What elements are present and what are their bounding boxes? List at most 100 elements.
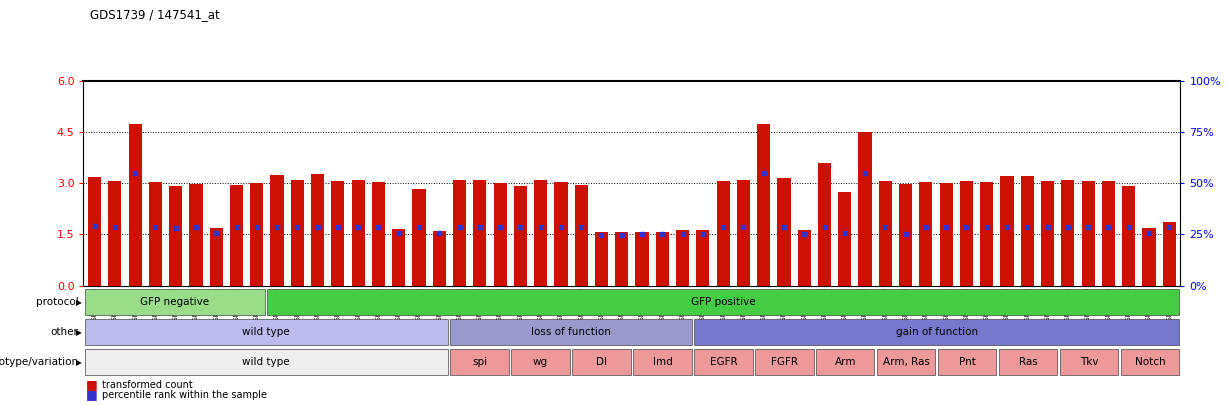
Bar: [1061, 180, 1075, 286]
Bar: [393, 229, 405, 286]
FancyBboxPatch shape: [1060, 349, 1118, 375]
FancyBboxPatch shape: [877, 349, 935, 375]
Bar: [798, 230, 811, 286]
Text: ■: ■: [86, 388, 98, 401]
Text: gain of function: gain of function: [896, 327, 978, 337]
Text: spi: spi: [472, 357, 487, 367]
Bar: [1000, 177, 1014, 286]
Bar: [189, 184, 202, 286]
Text: genotype/variation: genotype/variation: [0, 357, 79, 367]
Text: wild type: wild type: [243, 327, 290, 337]
FancyBboxPatch shape: [85, 319, 448, 345]
Bar: [250, 183, 264, 286]
Text: GDS1739 / 147541_at: GDS1739 / 147541_at: [90, 8, 220, 21]
Bar: [1102, 181, 1115, 286]
FancyBboxPatch shape: [512, 349, 569, 375]
Text: transformed count: transformed count: [102, 380, 193, 390]
Text: GFP positive: GFP positive: [691, 297, 756, 307]
Text: Tkv: Tkv: [1080, 357, 1098, 367]
Bar: [372, 182, 385, 286]
Bar: [310, 175, 324, 286]
Text: other: other: [50, 327, 79, 337]
Text: ▶: ▶: [76, 298, 82, 307]
Bar: [960, 181, 973, 286]
FancyBboxPatch shape: [450, 319, 692, 345]
Bar: [453, 180, 466, 286]
FancyBboxPatch shape: [267, 289, 1179, 315]
Text: Dl: Dl: [596, 357, 607, 367]
Bar: [1142, 228, 1156, 286]
Text: loss of function: loss of function: [531, 327, 611, 337]
FancyBboxPatch shape: [1120, 349, 1179, 375]
Text: EGFR: EGFR: [709, 357, 737, 367]
Bar: [615, 232, 628, 286]
FancyBboxPatch shape: [633, 349, 692, 375]
Bar: [108, 181, 121, 286]
Bar: [655, 232, 669, 286]
Bar: [291, 180, 304, 286]
Bar: [210, 228, 223, 286]
Bar: [555, 181, 568, 286]
Bar: [595, 232, 609, 286]
Text: ▶: ▶: [76, 358, 82, 367]
Bar: [838, 192, 852, 286]
FancyBboxPatch shape: [572, 349, 631, 375]
FancyBboxPatch shape: [85, 349, 448, 375]
Bar: [980, 181, 994, 286]
FancyBboxPatch shape: [816, 349, 875, 375]
Bar: [778, 178, 790, 286]
Text: FGFR: FGFR: [771, 357, 798, 367]
Text: wg: wg: [533, 357, 548, 367]
Bar: [352, 180, 364, 286]
Text: Notch: Notch: [1135, 357, 1166, 367]
FancyBboxPatch shape: [85, 289, 265, 315]
Bar: [737, 180, 750, 286]
Text: percentile rank within the sample: percentile rank within the sample: [102, 390, 266, 400]
Bar: [574, 185, 588, 286]
Bar: [169, 185, 183, 286]
Bar: [940, 183, 953, 286]
Text: protocol: protocol: [36, 297, 79, 307]
Bar: [412, 189, 426, 286]
FancyBboxPatch shape: [450, 349, 509, 375]
FancyBboxPatch shape: [937, 349, 996, 375]
Bar: [717, 181, 730, 286]
Bar: [1040, 181, 1054, 286]
Bar: [757, 124, 771, 286]
Bar: [636, 232, 649, 286]
Text: Ras: Ras: [1018, 357, 1037, 367]
Bar: [229, 185, 243, 286]
Bar: [493, 183, 507, 286]
Bar: [88, 177, 101, 286]
Bar: [331, 181, 345, 286]
Text: lmd: lmd: [653, 357, 672, 367]
Bar: [129, 124, 142, 286]
Bar: [1021, 177, 1034, 286]
Text: ■: ■: [86, 378, 98, 391]
Bar: [879, 181, 892, 286]
Bar: [676, 230, 690, 286]
Bar: [148, 182, 162, 286]
FancyBboxPatch shape: [694, 319, 1179, 345]
FancyBboxPatch shape: [755, 349, 814, 375]
Bar: [433, 231, 445, 286]
Bar: [1163, 222, 1175, 286]
Bar: [899, 184, 912, 286]
Bar: [534, 180, 547, 286]
Bar: [474, 180, 486, 286]
Bar: [1081, 181, 1094, 286]
Text: GFP negative: GFP negative: [140, 297, 210, 307]
Text: wild type: wild type: [243, 357, 290, 367]
Bar: [818, 163, 831, 286]
Bar: [514, 186, 526, 286]
Bar: [270, 175, 283, 286]
Text: Arm, Ras: Arm, Ras: [882, 357, 930, 367]
Bar: [919, 181, 933, 286]
Bar: [1121, 186, 1135, 286]
Text: Arm: Arm: [834, 357, 856, 367]
Bar: [859, 132, 871, 286]
FancyBboxPatch shape: [999, 349, 1058, 375]
Text: Pnt: Pnt: [958, 357, 975, 367]
FancyBboxPatch shape: [694, 349, 752, 375]
Text: ▶: ▶: [76, 328, 82, 337]
